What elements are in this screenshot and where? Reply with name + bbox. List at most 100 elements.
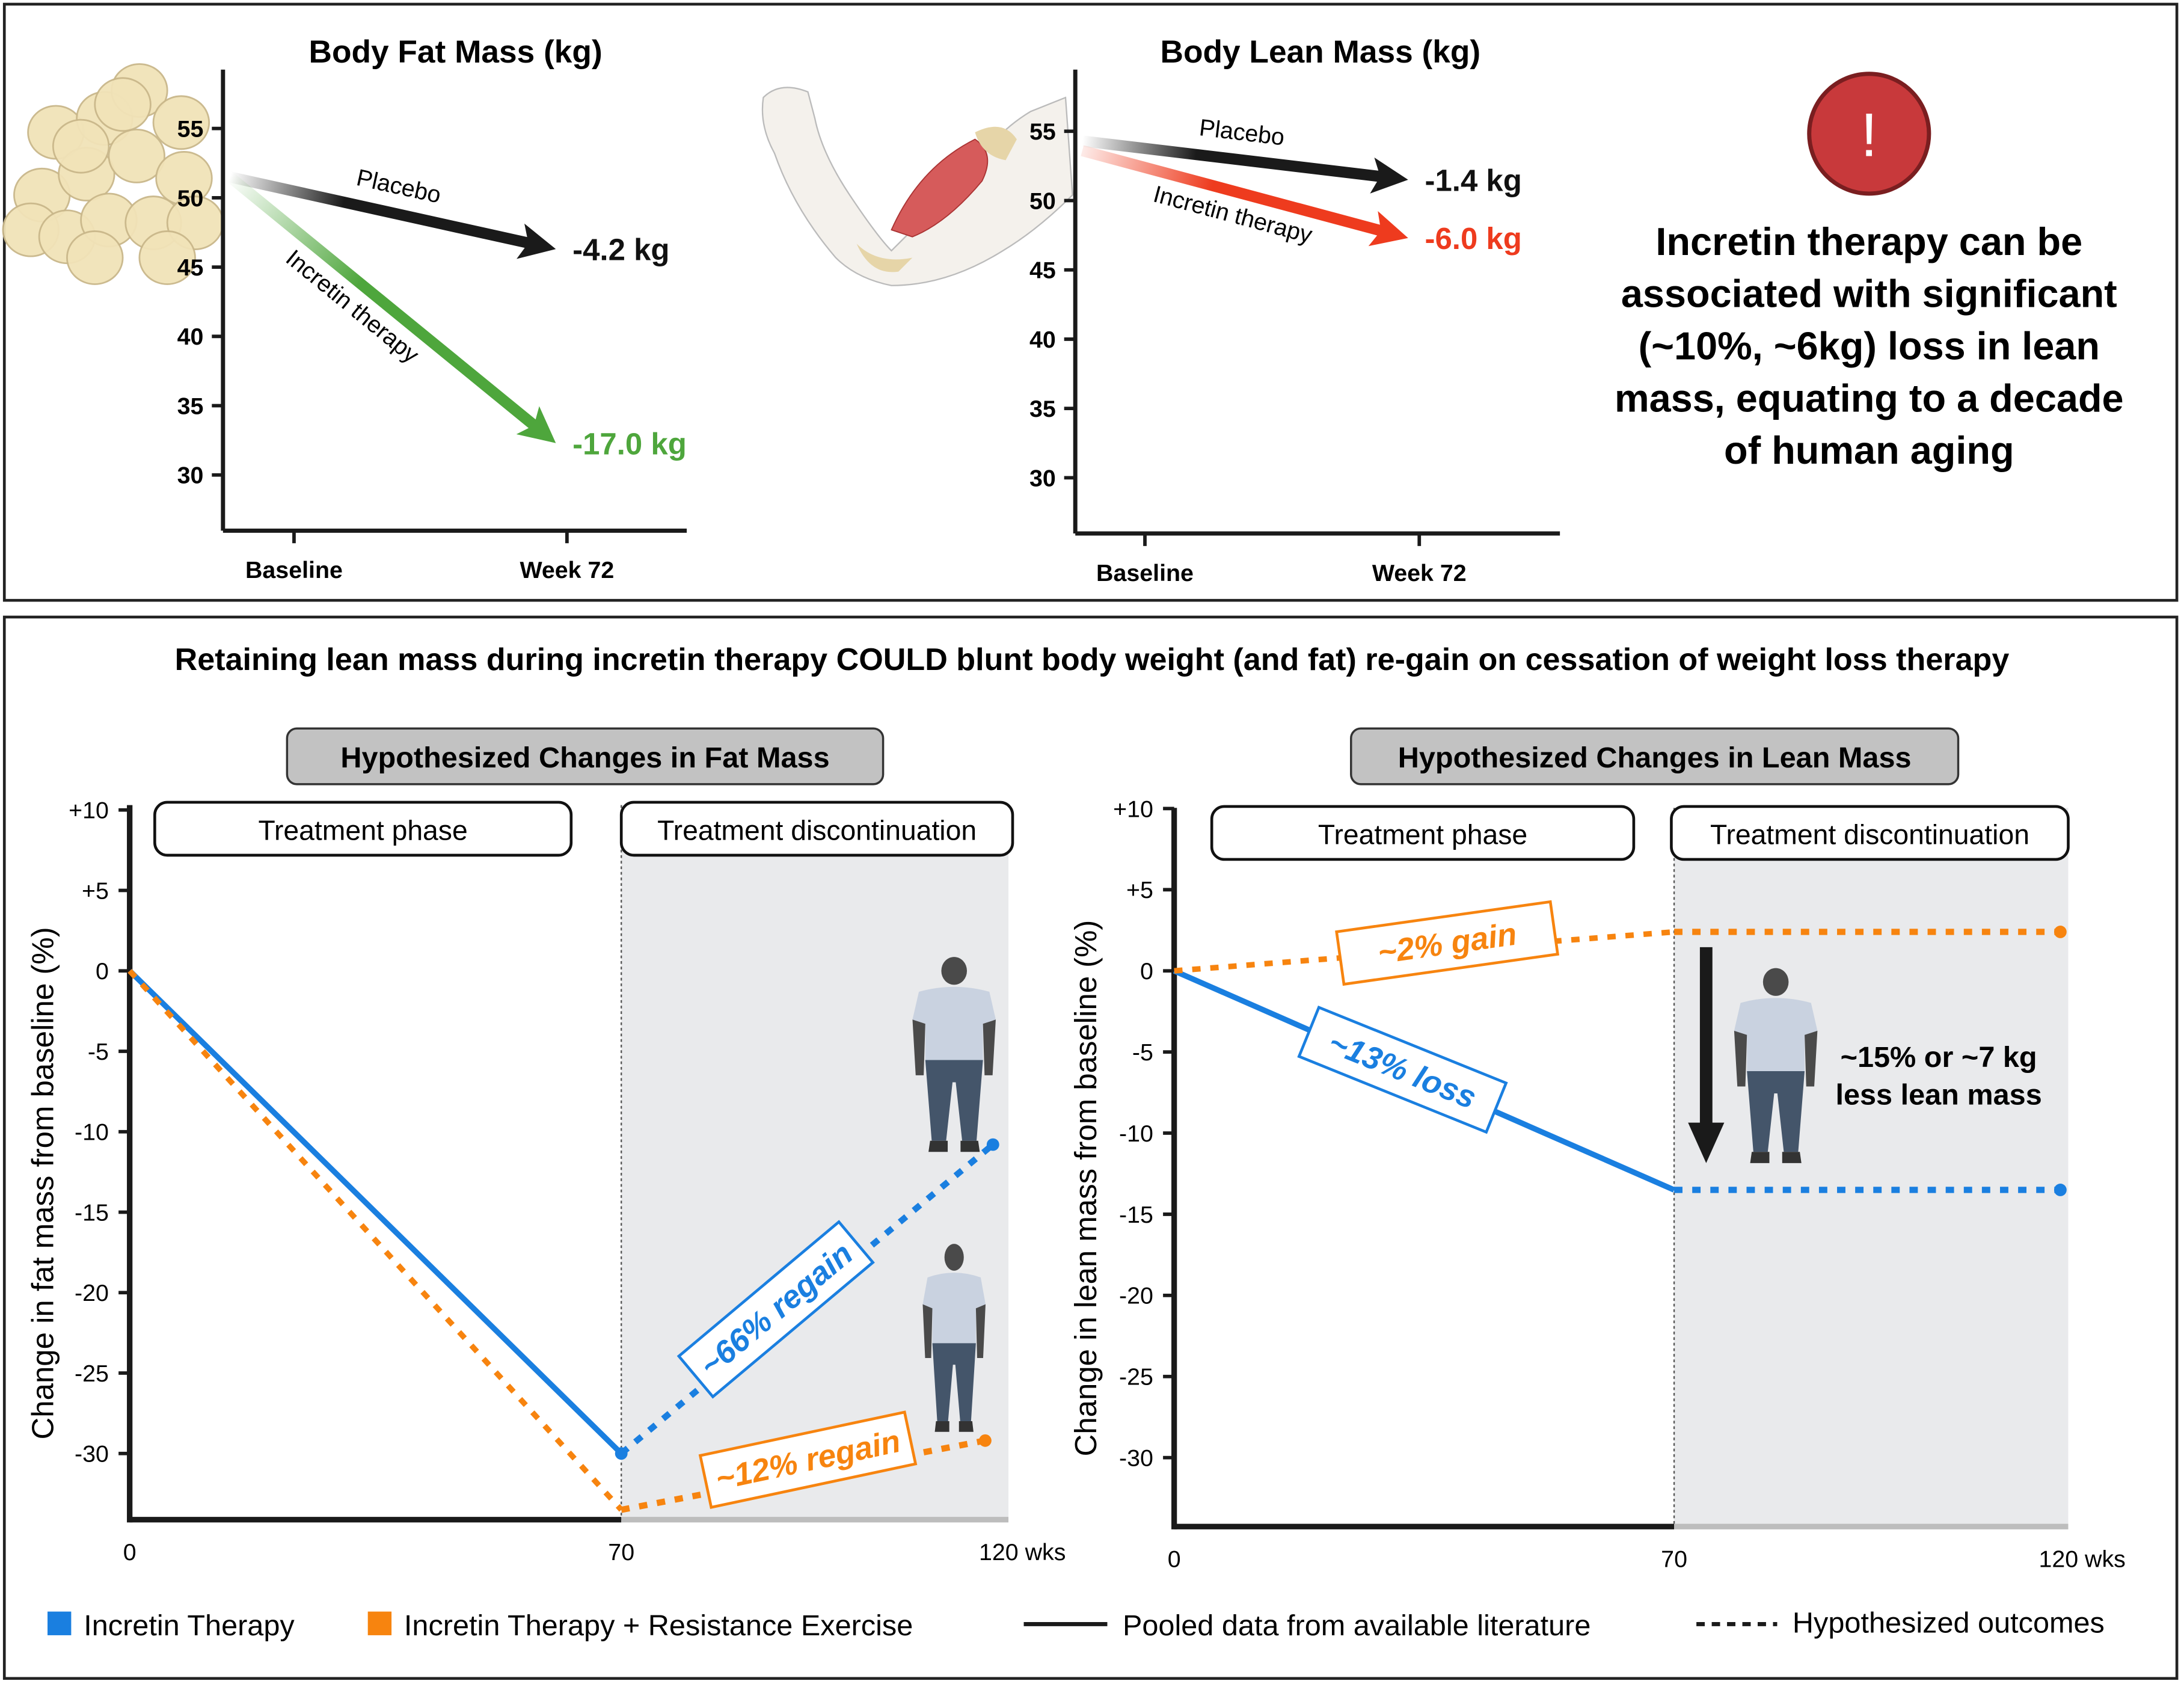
lean-phase-box [1210,805,1636,861]
lean-y-tick-label: 30 [1029,465,1056,491]
lean-annotation-box [1297,1005,1508,1134]
lean-y-tick-label: 0 [1140,958,1153,985]
person-shirt [912,986,996,1062]
fat-arrow-placebo: Placebo [229,164,556,259]
exclamation-icon [1807,72,1931,196]
fat-y-tick-label: -15 [75,1199,109,1226]
legend-label-hypothesized: Hypothesized outcomes [1793,1606,2105,1639]
person-pants [1747,1071,1805,1152]
fat-x-tick-label: 120 wks [979,1539,1066,1566]
legend-label-incretin: Incretin Therapy [84,1609,295,1642]
lean-arrow-shape [1081,145,1408,247]
lean-loss-callout-line: less lean mass [1835,1079,2041,1111]
fat-y-tick-label: -20 [75,1280,109,1306]
lean-annotation-box [1335,900,1560,986]
fat-chart-title: Hypothesized Changes in Fat Mass [340,742,829,774]
lean-arrow-label: Placebo [1198,114,1286,151]
fat-chart-title: Body Fat Mass (kg) [309,34,603,70]
fat-title-box [286,727,885,785]
lean-x-tick-label: 120 wks [2038,1546,2125,1572]
fat-y-tick-label: 0 [96,958,109,985]
fat-discontinuation-shading [621,805,1009,1520]
top-panel-frame [2,2,2179,602]
lean-x-tick-label: 0 [1168,1546,1181,1572]
lean-phase-label: Treatment discontinuation [1710,819,2029,850]
person-silhouette-icon [922,1244,986,1432]
bottom-panel-frame [2,615,2179,1680]
lean-y-tick-label: -20 [1119,1283,1153,1309]
lean-x-tick-label: Week 72 [1372,560,1467,586]
fat-annotation-exercise: ~12% regain [698,1410,918,1510]
alert-callout: ! Incretin therapy can be associated with… [1615,72,2124,472]
person-shirt [922,1273,986,1345]
lean-y-tick-label: -10 [1119,1120,1153,1147]
lean-annotation-exercise: ~2% gain [1335,900,1560,986]
fat-y-tick-label: 45 [177,254,204,281]
fat-y-tick-label: -10 [75,1119,109,1146]
fat-incretin-midpoint [615,1447,628,1460]
person-shirt [1734,998,1818,1073]
fat-value-label: -17.0 kg [572,426,687,461]
fat-y-tick-label: 30 [177,462,204,489]
legend-label-exercise: Incretin Therapy + Resistance Exercise [404,1609,913,1642]
bottom-headline: Retaining lean mass during incretin ther… [175,642,2010,677]
fat-x-tick-label: Baseline [245,557,343,583]
alert-text-line: associated with significant [1621,272,2117,316]
person-silhouette-icon [912,957,996,1152]
lean-exercise-pooled-line [1174,929,1675,974]
fat-exercise-pooled-line [127,969,624,1512]
lean-chart-title: Body Lean Mass (kg) [1161,34,1481,70]
fat-incretin-pooled-line [127,968,624,1456]
fat-y-axis-label: Change in fat mass from baseline (%) [25,927,60,1439]
lean-value-label: -6.0 kg [1425,221,1522,256]
fat-cell [138,230,196,285]
legend-swatch-incretin [48,1611,72,1635]
lean-title-box [1350,727,1960,785]
lean-phase-label: Treatment phase [1318,819,1527,850]
person-shoes [928,1140,980,1152]
person-shoes [1750,1152,1802,1163]
fat-arrow-label: Incretin therapy [281,245,424,369]
fat-phase-label: Treatment phase [258,815,467,846]
fat-y-tick-label: 50 [177,185,204,212]
fat-phase-box [153,801,573,857]
lean-chart-title: Hypothesized Changes in Lean Mass [1398,742,1912,774]
fat-annotation-box [698,1410,918,1510]
fat-x-tick-label: 70 [608,1539,634,1566]
lean-arrow-shape [1081,135,1408,194]
lean-arrow-incretin: Incretin therapy [1081,145,1408,248]
fat-cells-icon [2,63,224,285]
fat-cell [152,95,210,150]
lean-x-tick-label: 70 [1661,1546,1687,1572]
lean-y-tick-label: -30 [1119,1445,1153,1472]
person-arms [922,1304,986,1358]
lean-y-tick-label: -5 [1132,1039,1153,1066]
fat-cell [108,128,165,183]
fat-cell [66,230,124,285]
fat-arrow-shape [229,171,556,259]
fat-exercise-endpoint [978,1434,992,1447]
person-arms [912,1019,996,1075]
alert-text-line: (~10%, ~6kg) loss in lean [1639,324,2100,368]
person-head [944,1244,964,1271]
fat-arrow-shape [226,173,556,443]
fat-x-tick-label: 0 [123,1539,136,1566]
legend-label-pooled: Pooled data from available literature [1123,1609,1590,1642]
person-pants [925,1060,983,1141]
lean-incretin-endpoint [2054,1184,2067,1196]
alert-text-line: Incretin therapy can be [1655,220,2082,263]
lean-y-tick-label: 50 [1029,188,1056,214]
lean-y-tick-label: 35 [1029,396,1056,422]
exclamation-symbol: ! [1860,100,1877,169]
lean-y-tick-label: -15 [1119,1202,1153,1228]
fat-incretin-endpoint [986,1138,999,1151]
person-head [1762,968,1789,996]
fat-y-tick-label: 55 [177,116,204,143]
fat-y-tick-label: 35 [177,393,204,419]
fat-y-tick-label: 40 [177,324,204,350]
fat-phase-label: Treatment discontinuation [657,815,977,846]
lean-y-tick-label: 40 [1029,327,1056,353]
fat-y-tick-label: -5 [88,1039,109,1065]
fat-cell [94,77,152,132]
